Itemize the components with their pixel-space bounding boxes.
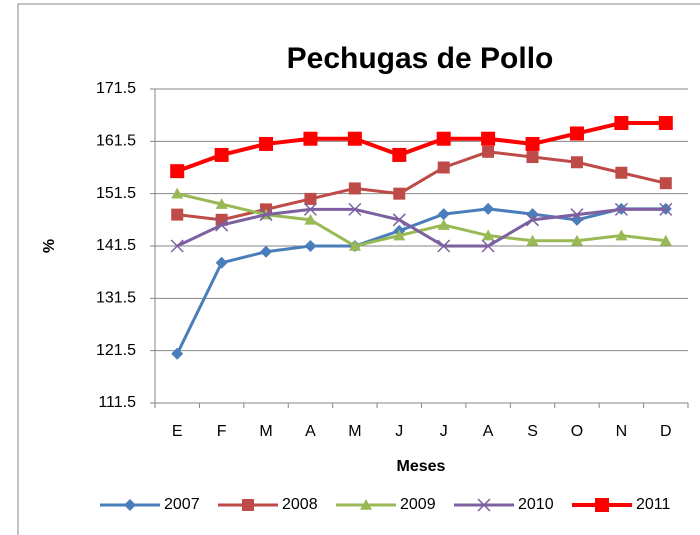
marker [481, 239, 495, 253]
x-tick-label: E [172, 423, 183, 440]
marker [124, 499, 136, 511]
x-tick-label: D [660, 423, 672, 440]
chart-title: Pechugas de Pollo [287, 42, 554, 75]
marker [614, 202, 628, 216]
marker [570, 156, 583, 169]
series-line [175, 207, 666, 355]
marker [347, 131, 362, 146]
x-tick-label: J [395, 423, 403, 440]
marker [304, 192, 317, 205]
marker [259, 208, 273, 222]
marker [259, 136, 274, 151]
marker [659, 234, 672, 246]
marker [214, 147, 229, 162]
y-tick-label: 171.5 [96, 80, 136, 97]
marker [392, 213, 406, 227]
marker [393, 229, 406, 241]
legend-label: 2007 [164, 496, 200, 513]
marker [477, 498, 491, 512]
legend-label: 2010 [518, 496, 554, 513]
marker [570, 208, 584, 222]
y-tick-label: 151.5 [96, 185, 136, 202]
x-tick-label: J [440, 423, 448, 440]
marker [303, 131, 318, 146]
x-tick-label: M [348, 423, 361, 440]
x-axis-label: Meses [397, 458, 446, 475]
x-tick-label: F [217, 423, 227, 440]
y-tick-label: 121.5 [96, 342, 136, 359]
marker [360, 499, 372, 510]
marker [242, 499, 254, 511]
legend-label: 2009 [400, 496, 436, 513]
series-line [176, 121, 666, 174]
marker [303, 202, 317, 216]
legend-label: 2011 [636, 496, 671, 513]
x-tick-label: A [483, 423, 494, 440]
marker [614, 116, 629, 131]
marker [215, 198, 228, 209]
marker [437, 219, 450, 230]
marker [215, 256, 228, 269]
legend-label: 2008 [282, 496, 318, 513]
y-tick-label: 141.5 [96, 237, 136, 254]
y-tick-label: 111.5 [98, 394, 136, 411]
marker [171, 208, 184, 221]
marker [437, 161, 450, 174]
y-tick-label: 131.5 [96, 290, 136, 307]
marker [260, 245, 273, 258]
x-tick-label: N [616, 423, 628, 440]
x-tick-label: M [259, 423, 272, 440]
marker [348, 240, 361, 251]
marker [304, 213, 317, 225]
marker [171, 347, 184, 360]
marker [570, 234, 583, 246]
y-tick-label: 161.5 [96, 133, 136, 150]
marker [482, 145, 495, 158]
series-line [176, 192, 666, 248]
marker [526, 213, 540, 227]
marker [658, 116, 673, 131]
marker [348, 182, 361, 195]
marker [392, 147, 407, 162]
marker [659, 177, 672, 190]
marker [526, 151, 539, 164]
marker [170, 164, 185, 179]
marker [393, 187, 406, 200]
marker [171, 187, 184, 199]
marker [615, 229, 628, 241]
x-tick-label: S [527, 423, 538, 440]
marker [525, 136, 540, 151]
marker [436, 131, 451, 146]
series-line [176, 207, 666, 248]
marker [595, 498, 609, 512]
marker [437, 239, 451, 253]
marker [526, 234, 539, 246]
marker [304, 240, 317, 252]
series-line [177, 150, 667, 222]
marker [215, 218, 229, 232]
marker [348, 202, 362, 216]
marker [481, 131, 496, 146]
marker [482, 202, 495, 215]
x-tick-label: O [571, 423, 583, 440]
marker [659, 202, 673, 216]
marker [170, 239, 184, 253]
marker [482, 229, 495, 241]
y-axis-label: % [41, 239, 58, 253]
chart-border [17, 3, 700, 535]
marker [437, 208, 450, 221]
marker [615, 166, 628, 179]
marker [569, 126, 584, 141]
x-tick-label: A [305, 423, 316, 440]
